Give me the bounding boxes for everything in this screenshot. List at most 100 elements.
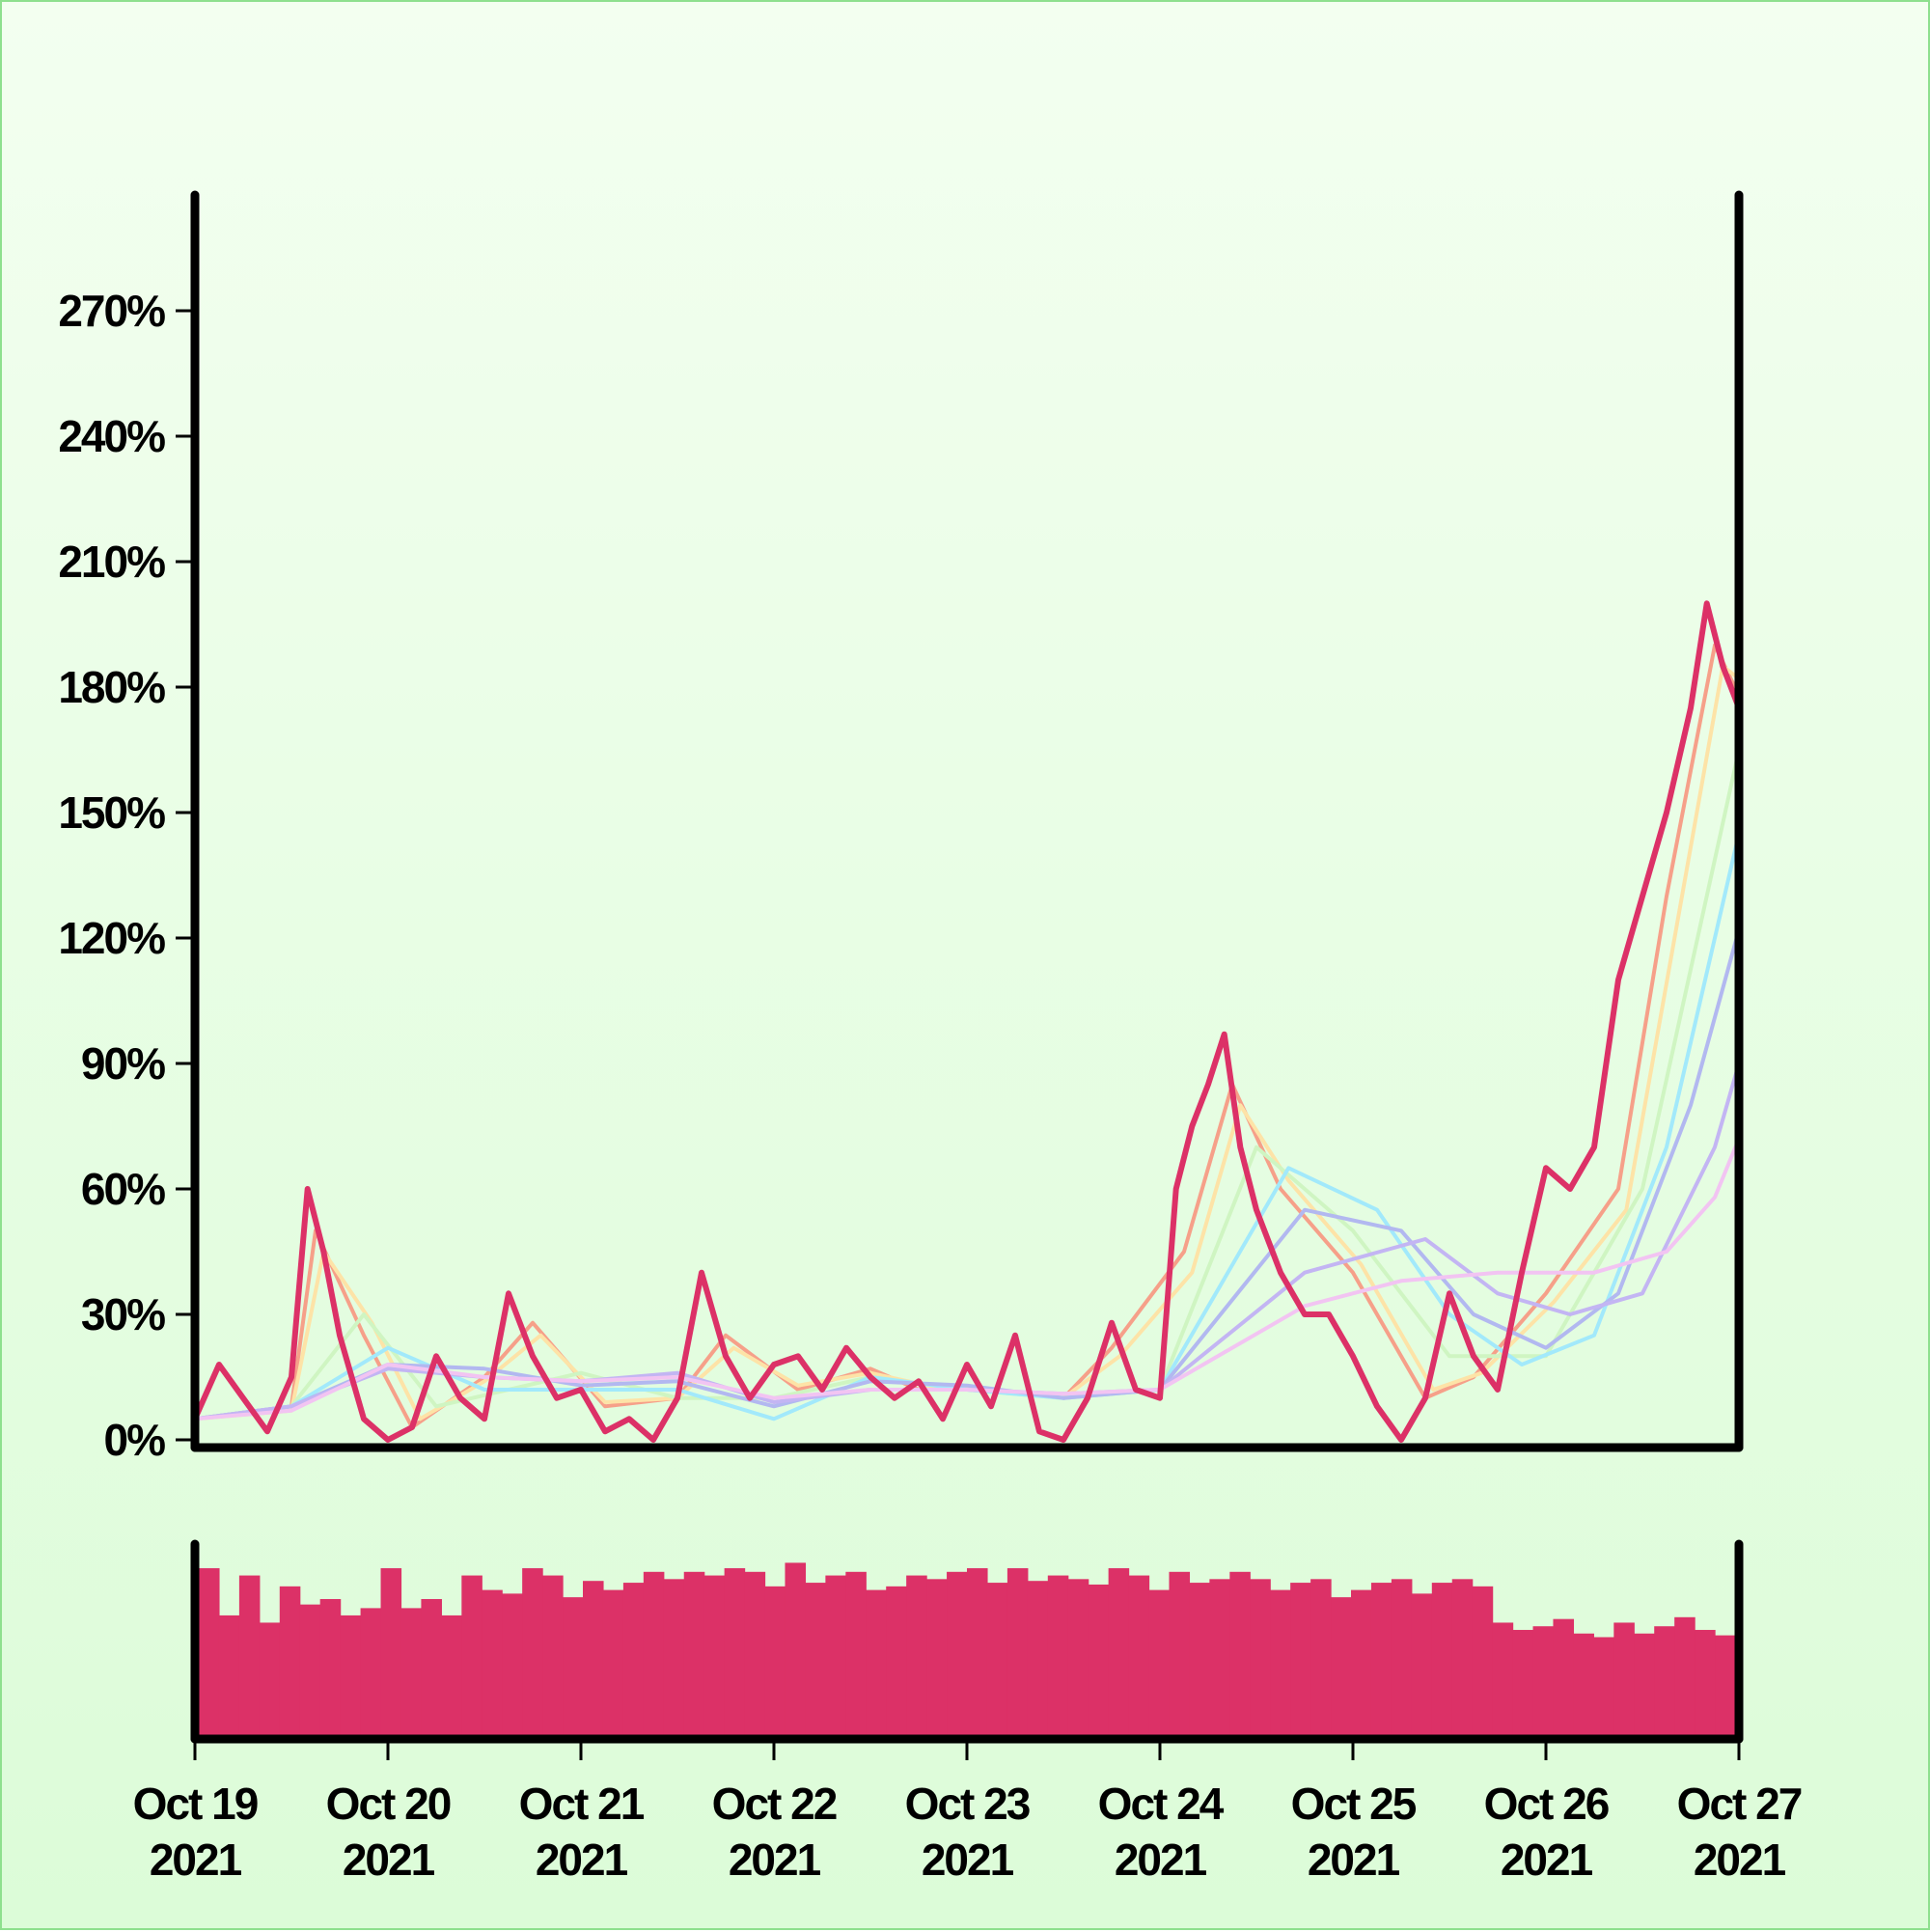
volume-bar	[926, 1579, 948, 1735]
y-tick-label: 60%	[81, 1164, 165, 1214]
x-tick-label-month: Oct 19	[133, 1779, 258, 1829]
main-series-line	[192, 600, 1742, 1443]
volume-bar	[279, 1586, 301, 1735]
y-tick-label: 120%	[58, 913, 165, 963]
x-tick-label-month: Oct 25	[1291, 1779, 1417, 1829]
x-tick-label-year: 2021	[1308, 1835, 1400, 1885]
volume-bar	[360, 1608, 382, 1735]
y-tick-label: 0%	[104, 1415, 166, 1465]
volume-bar	[1209, 1579, 1230, 1735]
volume-bar	[1148, 1589, 1171, 1735]
volume-bar	[785, 1562, 807, 1735]
y-tick-label: 210%	[58, 537, 165, 587]
volume-bar	[1370, 1583, 1392, 1735]
volume-bar	[947, 1571, 968, 1735]
x-tick-label-year: 2021	[1115, 1835, 1207, 1885]
volume-bar	[1088, 1584, 1110, 1735]
x-tick-label-year: 2021	[1501, 1835, 1593, 1885]
volume-bar	[1512, 1629, 1534, 1735]
x-axis: Oct 19 2021 Oct 20 2021 Oct 21 2021 Oct 22 2021…	[133, 1739, 1804, 1885]
volume-bar	[1270, 1589, 1291, 1735]
x-tick-label-month: Oct 26	[1484, 1779, 1609, 1829]
volume-bar	[238, 1575, 261, 1735]
volume-bar	[683, 1571, 705, 1735]
volume-bar	[563, 1597, 584, 1735]
volume-bar	[906, 1575, 927, 1735]
main-series-group	[192, 600, 1742, 1443]
x-tick-label-month: Oct 22	[712, 1779, 837, 1829]
volume-bar	[1573, 1633, 1594, 1735]
volume-bar	[1027, 1581, 1049, 1735]
volume-bar	[663, 1579, 685, 1735]
volume-bar	[1674, 1616, 1696, 1735]
volume-bar	[1431, 1583, 1453, 1735]
volume-bar	[1451, 1579, 1474, 1735]
smoothed-series-line-3	[193, 748, 1741, 1421]
x-tick-label-year: 2021	[150, 1835, 242, 1885]
volume-bar	[199, 1568, 220, 1735]
volume-bar	[1310, 1579, 1332, 1735]
volume-bar	[1189, 1583, 1210, 1735]
volume-bar	[1331, 1597, 1352, 1735]
volume-bar	[482, 1589, 503, 1735]
volume-bar	[1391, 1579, 1413, 1735]
volume-bar	[1654, 1626, 1675, 1735]
volume-bar	[1715, 1635, 1736, 1735]
smoothed-series-line-2	[193, 664, 1741, 1421]
volume-bar	[1695, 1629, 1716, 1735]
axes-frame	[190, 190, 1744, 1744]
volume-bar	[542, 1575, 564, 1735]
volume-bar	[1006, 1568, 1029, 1735]
volume-bar	[886, 1586, 907, 1735]
volume-bar	[967, 1568, 988, 1735]
volume-bar	[1472, 1586, 1494, 1735]
volume-bar	[1250, 1579, 1271, 1735]
volume-bar	[1532, 1626, 1555, 1735]
volume-bar	[380, 1568, 402, 1735]
volume-bar	[502, 1593, 523, 1735]
volume-bar	[805, 1583, 826, 1735]
volume-bar	[400, 1608, 423, 1735]
volume-bar	[744, 1571, 766, 1735]
smoothed-series-line-7	[193, 1137, 1741, 1421]
x-tick-label-month: Oct 24	[1098, 1779, 1225, 1829]
volume-bar	[643, 1571, 665, 1735]
smoothed-series-line-4	[193, 831, 1741, 1421]
x-tick-label-year: 2021	[729, 1835, 821, 1885]
volume-bar	[1108, 1568, 1130, 1735]
volume-bar	[845, 1571, 867, 1735]
volume-bar	[1351, 1589, 1372, 1735]
x-tick-label-year: 2021	[1694, 1835, 1786, 1885]
volume-bar	[1593, 1637, 1614, 1735]
volume-bar	[461, 1575, 482, 1735]
volume-bar	[1290, 1583, 1311, 1735]
volume-bar	[218, 1615, 240, 1735]
volume-bar	[441, 1615, 462, 1735]
x-tick-label-year: 2021	[922, 1835, 1014, 1885]
volume-bar	[319, 1599, 342, 1735]
volume-bar	[1047, 1575, 1069, 1735]
y-tick-label: 30%	[81, 1289, 165, 1339]
volume-bars	[199, 1562, 1736, 1735]
volume-bar	[1128, 1575, 1150, 1735]
volume-bar	[703, 1575, 726, 1735]
y-tick-label: 150%	[58, 787, 165, 838]
x-tick-label-month: Oct 23	[905, 1779, 1030, 1829]
volume-bar	[1634, 1633, 1655, 1735]
volume-bar	[1613, 1622, 1635, 1735]
volume-bar	[602, 1589, 624, 1735]
volume-bar	[340, 1615, 362, 1735]
volume-bar	[421, 1599, 442, 1735]
volume-bar	[724, 1568, 746, 1735]
volume-bar	[522, 1568, 543, 1735]
y-tick-label: 240%	[58, 411, 165, 461]
x-tick-label-month: Oct 27	[1677, 1779, 1802, 1829]
volume-bar	[1067, 1579, 1089, 1735]
volume-bar	[259, 1622, 281, 1735]
volume-bar	[1492, 1622, 1514, 1735]
y-tick-label: 180%	[58, 662, 165, 712]
volume-bar	[299, 1604, 321, 1735]
x-tick-label-month: Oct 20	[326, 1779, 451, 1829]
